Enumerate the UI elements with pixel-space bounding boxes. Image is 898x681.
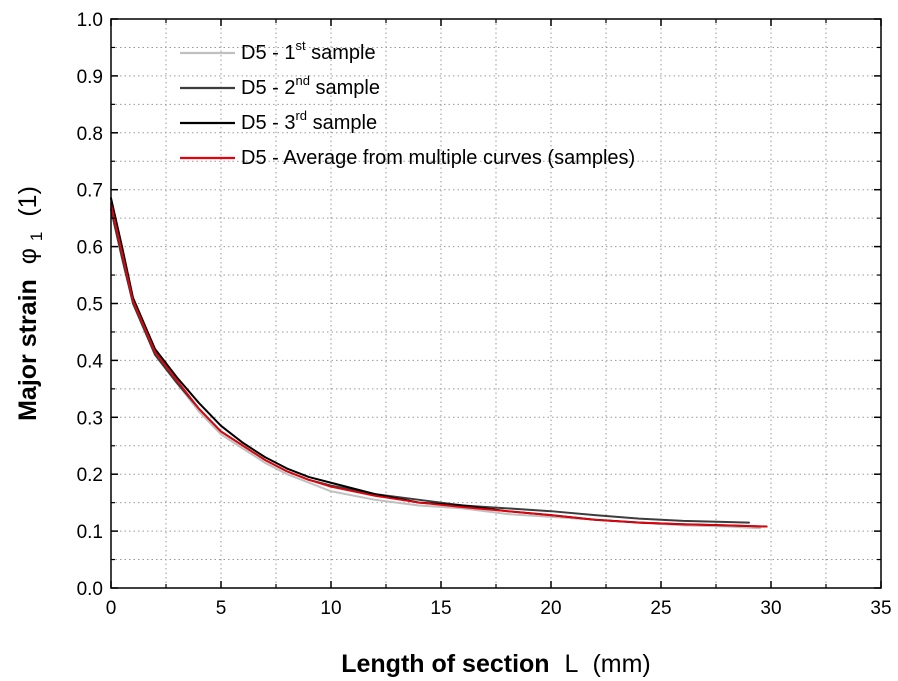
y-tick-label: 0.8	[77, 124, 103, 145]
legend-label-superscript: nd	[295, 73, 309, 88]
y-tick-label: 0.7	[77, 181, 103, 202]
legend-label-text: D5 - 2	[241, 77, 295, 99]
y-axis-title-subscript: 1	[27, 232, 46, 241]
y-axis-title-main: Major strain	[14, 279, 42, 421]
x-tick-label: 20	[540, 598, 561, 619]
legend-label-superscript: rd	[295, 108, 307, 123]
x-tick-label: 15	[430, 598, 451, 619]
legend-label-4: D5 - Average from multiple curves (sampl…	[241, 147, 635, 169]
y-tick-label: 0.3	[77, 408, 103, 429]
series-line-1	[110, 205, 761, 530]
y-tick-label: 0.1	[77, 522, 103, 543]
y-axis-title-unit: (1)	[14, 186, 42, 217]
y-axis-title: Major strain φ 1 (1)	[14, 186, 48, 421]
legend-label-3: D5 - 3rd sample	[241, 108, 377, 134]
legend-label-suffix: sample	[307, 112, 377, 134]
x-axis-title: Length of section L (mm)	[341, 650, 651, 678]
legend-label-suffix: sample	[310, 77, 380, 99]
x-tick-label: 10	[320, 598, 341, 619]
y-axis-title-symbol: φ	[14, 248, 42, 264]
x-tick-label: 0	[106, 598, 117, 619]
y-tick-label: 0.0	[77, 579, 103, 600]
legend-label-2: D5 - 2nd sample	[241, 73, 380, 99]
y-tick-label: 0.4	[77, 351, 104, 372]
x-axis-title-main: Length of section	[341, 650, 549, 678]
y-tick-label: 0.5	[77, 295, 103, 316]
legend-label-text: D5 - 1	[241, 42, 295, 64]
legend-label-text: D5 - 3	[241, 112, 295, 134]
x-tick-label: 25	[650, 598, 671, 619]
series-line-4	[110, 203, 768, 528]
axis-ticks: 0 5 10 15 20 25 30 35 0.0 0.1 0.2 0.3 0.4 0.5 0.6 0.7 0.…	[77, 10, 892, 619]
y-tick-label: 0.6	[77, 238, 103, 259]
grid	[111, 19, 881, 588]
y-tick-label: 0.9	[77, 67, 103, 88]
x-tick-label: 5	[216, 598, 227, 619]
series-lines	[110, 197, 768, 530]
x-axis-title-unit: (mm)	[592, 650, 650, 678]
x-tick-label: 35	[870, 598, 891, 619]
series-line-3	[110, 197, 768, 528]
x-tick-label: 30	[760, 598, 781, 619]
legend-label-superscript: st	[295, 38, 306, 53]
y-tick-label: 1.0	[77, 10, 103, 31]
x-axis-title-symbol: L	[565, 650, 579, 678]
series-line-2	[110, 208, 750, 524]
y-tick-label: 0.2	[77, 465, 103, 486]
legend-label-text: D5 - Average from multiple curves (sampl…	[241, 147, 635, 169]
legend-label-1: D5 - 1st sample	[241, 38, 376, 64]
legend-label-suffix: sample	[306, 42, 376, 64]
